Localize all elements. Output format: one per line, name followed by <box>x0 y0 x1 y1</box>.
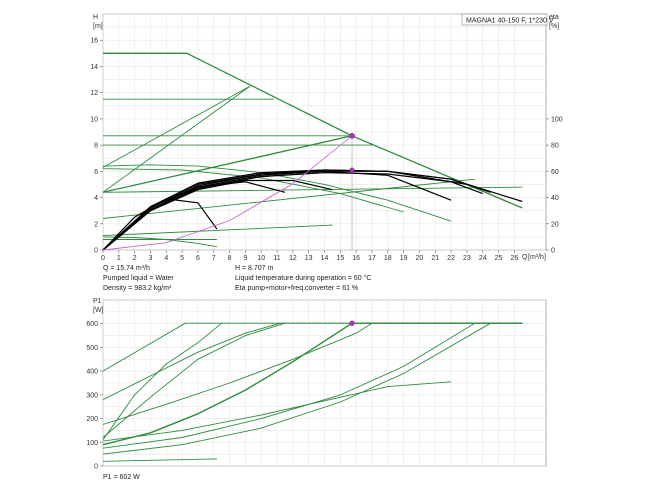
operating-point-marker <box>349 132 355 139</box>
power-y-tick-label: 400 <box>86 369 98 376</box>
head-curve <box>103 52 523 209</box>
info-temperature: Liquid temperature during operation = 60… <box>235 274 371 282</box>
operating-points <box>349 132 355 250</box>
system-curve <box>102 135 353 251</box>
power-y-tick-label: 300 <box>86 392 98 399</box>
info-efficiency: Eta pump+motor+freq.converter = 61 % <box>235 285 358 292</box>
x-tick-label: 20 <box>416 255 424 262</box>
x-tick-label: 5 <box>180 255 184 262</box>
y-tick-label: 8 <box>94 143 98 150</box>
y-tick-label: 14 <box>90 64 98 71</box>
x-tick-label: 1 <box>117 255 121 262</box>
x-tick-label: 10 <box>257 255 265 262</box>
efficiency-curve <box>102 181 286 251</box>
head-chart-grid <box>102 13 547 251</box>
info-power: P1 = 602 W <box>103 474 140 481</box>
y2-tick-label: 100 <box>551 116 563 123</box>
head-curve <box>102 236 217 248</box>
power-y-tick-label: 100 <box>86 440 98 447</box>
title-box <box>461 13 548 26</box>
efficiency-curve <box>102 172 483 251</box>
power-y-tick-label: 600 <box>86 321 98 328</box>
x-tick-label: 6 <box>196 255 200 262</box>
x-axis-label: Q <box>522 254 528 261</box>
y2-axis-unit: [%] <box>549 23 559 30</box>
x-tick-label: 13 <box>305 255 313 262</box>
efficiency-series <box>102 169 523 251</box>
x-tick-label: 14 <box>321 255 329 262</box>
y-tick-label: 6 <box>94 169 98 176</box>
y-axis-unit: [m] <box>93 23 103 30</box>
y2-axis-label: eta <box>549 14 559 21</box>
y-tick-label: 12 <box>90 90 98 97</box>
y2-tick-label: 40 <box>551 195 559 202</box>
y-tick-label: 16 <box>90 38 98 45</box>
x-tick-label: 9 <box>243 255 247 262</box>
x-tick-label: 24 <box>479 255 487 262</box>
power-chart-ticks: 0 100 200 300 400 500 600 <box>86 321 103 471</box>
head-chart-ticks: 0 1 2 3 4 5 6 7 8 9 10 11 12 13 14 15 16 17 18 19 20 21 22 23 24… <box>90 38 563 262</box>
y2-tick-label: 20 <box>551 221 559 228</box>
x-tick-label: 7 <box>212 255 216 262</box>
info-density: Density = 983.2 kg/m³ <box>103 285 172 292</box>
y2-tick-label: 0 <box>551 248 555 255</box>
power-y-axis-label: P1 <box>93 298 102 305</box>
info-liquid: Pumped liquid = Water <box>103 275 174 282</box>
power-y-axis-unit: [W] <box>93 307 104 314</box>
x-tick-label: 26 <box>510 255 518 262</box>
x-axis-unit: [m³/h] <box>528 254 546 261</box>
x-tick-label: 4 <box>164 255 168 262</box>
x-tick-label: 22 <box>447 255 455 262</box>
power-curve <box>102 322 286 438</box>
x-tick-label: 12 <box>289 255 297 262</box>
y-tick-label: 2 <box>94 221 98 228</box>
y-tick-label: 4 <box>94 195 98 202</box>
x-tick-label: 18 <box>384 255 392 262</box>
info-head: H = 8.707 m <box>235 265 273 272</box>
efficiency-curve <box>102 198 218 251</box>
x-tick-label: 21 <box>431 255 439 262</box>
head-curve <box>102 85 251 168</box>
x-tick-label: 0 <box>101 255 105 262</box>
x-tick-label: 11 <box>273 255 280 262</box>
power-chart-grid <box>102 299 547 467</box>
x-tick-label: 16 <box>352 255 360 262</box>
head-curve <box>102 186 523 193</box>
x-tick-label: 2 <box>133 255 137 262</box>
x-tick-label: 8 <box>228 255 232 262</box>
power-curve <box>102 322 222 441</box>
efficiency-point-marker <box>349 167 355 173</box>
head-curve <box>102 224 333 237</box>
power-curve <box>102 322 491 455</box>
chart-title: MAGNA1 40-150 F, 1*230 V <box>466 18 554 25</box>
power-curve <box>102 322 523 425</box>
power-y-tick-label: 500 <box>86 345 98 352</box>
efficiency-curve <box>102 170 452 251</box>
x-tick-label: 19 <box>400 255 408 262</box>
info-flow: Q = 15.74 m³/h <box>103 265 150 272</box>
y2-tick-label: 80 <box>551 143 559 150</box>
y2-tick-label: 60 <box>551 169 559 176</box>
power-y-tick-label: 0 <box>94 464 98 471</box>
x-tick-label: 25 <box>495 255 503 262</box>
power-curve <box>102 381 452 442</box>
x-tick-label: 3 <box>149 255 153 262</box>
x-tick-label: 17 <box>368 255 376 262</box>
head-curve <box>102 168 404 213</box>
head-curve <box>102 85 251 193</box>
power-operating-point <box>349 320 355 326</box>
system-curve-line <box>102 135 353 251</box>
y-axis-label: H <box>93 14 98 21</box>
power-curve <box>102 322 476 449</box>
x-tick-label: 15 <box>336 255 344 262</box>
power-curve <box>102 458 217 462</box>
power-curve <box>102 322 523 401</box>
y-tick-label: 0 <box>94 248 98 255</box>
power-operating-point-marker <box>349 320 355 326</box>
x-tick-label: 23 <box>463 255 471 262</box>
power-y-tick-label: 200 <box>86 416 98 423</box>
y-tick-label: 10 <box>90 116 98 123</box>
